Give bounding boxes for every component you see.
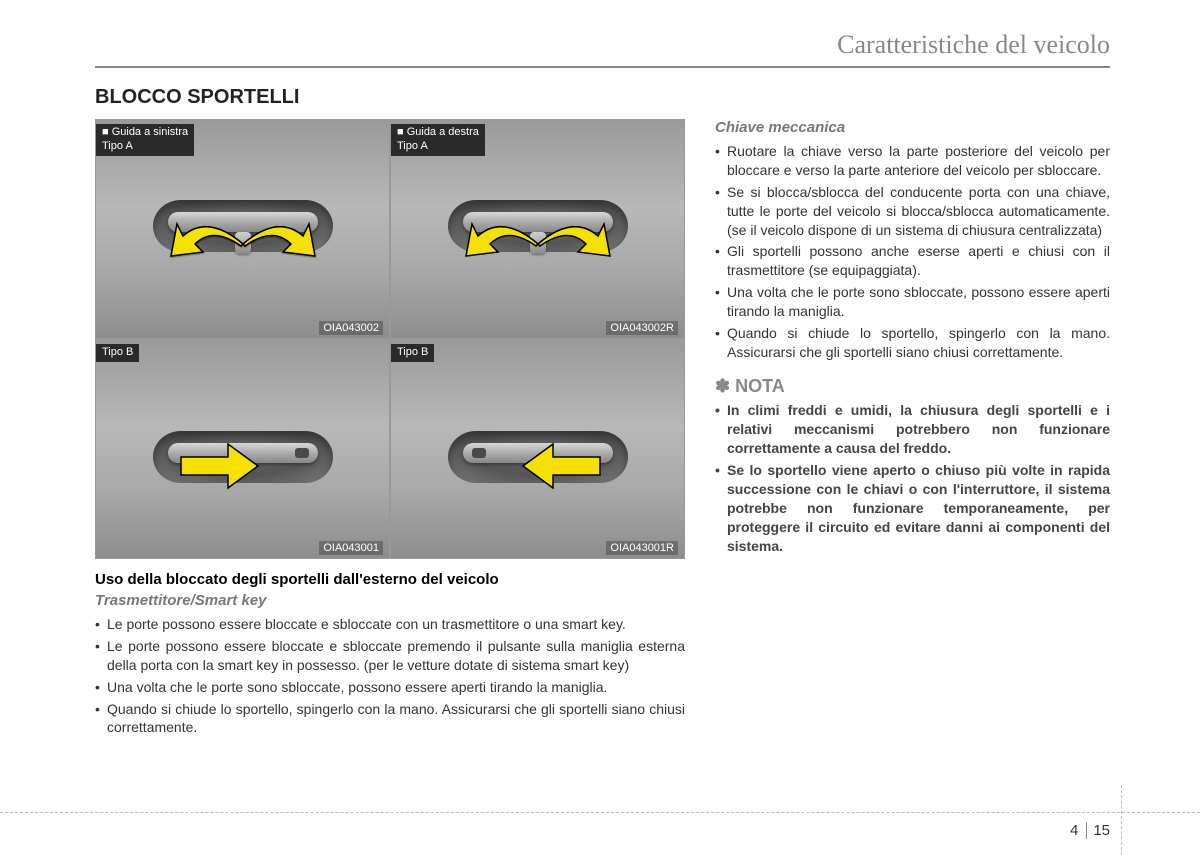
figure-cell-bl: Tipo B OIA043001 — [96, 340, 389, 558]
list-item: Ruotare la chiave verso la parte posteri… — [715, 142, 1110, 180]
figure-code: OIA043001R — [606, 541, 678, 555]
door-handle — [448, 200, 628, 258]
section-title: BLOCCO SPORTELLI — [95, 86, 1110, 109]
right-subtopic: Chiave meccanica — [715, 119, 1110, 136]
right-column: Chiave meccanica Ruotare la chiave verso… — [715, 119, 1110, 740]
left-column: ■ Guida a sinistra Tipo A — [95, 119, 685, 740]
figure-code: OIA043002 — [319, 321, 383, 335]
list-item: In climi freddi e umidi, la chiusura deg… — [715, 401, 1110, 458]
list-item: Le porte possono essere bloccate e sbloc… — [95, 615, 685, 634]
door-handle — [448, 431, 628, 489]
nota-heading: ✽ NOTA — [715, 376, 1110, 397]
figure-label: ■ Guida a destra Tipo A — [391, 124, 485, 156]
list-item: Se lo sportello viene aperto o chiuso pi… — [715, 461, 1110, 555]
list-item: Gli sportelli possono anche eserse apert… — [715, 242, 1110, 280]
left-subhead: Uso della bloccato degli sportelli dall'… — [95, 571, 685, 588]
footer-vertical-dash — [1121, 785, 1122, 855]
header-rule — [95, 66, 1110, 68]
figure-cell-br: Tipo B OIA043001R — [391, 340, 684, 558]
left-subtopic: Trasmettitore/Smart key — [95, 592, 685, 609]
figure-label: ■ Guida a sinistra Tipo A — [96, 124, 194, 156]
list-item: Quando si chiude lo sportello, spingerlo… — [95, 700, 685, 738]
right-bullet-list: Ruotare la chiave verso la parte posteri… — [715, 142, 1110, 362]
list-item: Quando si chiude lo sportello, spingerlo… — [715, 324, 1110, 362]
list-item: Una volta che le porte sono sbloccate, p… — [715, 283, 1110, 321]
content-columns: ■ Guida a sinistra Tipo A — [95, 119, 1110, 740]
figure-label: Tipo B — [391, 344, 434, 362]
figure-code: OIA043001 — [319, 541, 383, 555]
left-bullet-list: Le porte possono essere bloccate e sbloc… — [95, 615, 685, 737]
footer-dash-line — [0, 812, 1200, 813]
page-number: 4 15 — [1070, 822, 1110, 839]
nota-list: In climi freddi e umidi, la chiusura deg… — [715, 401, 1110, 556]
door-handle — [153, 200, 333, 258]
list-item: Le porte possono essere bloccate e sbloc… — [95, 637, 685, 675]
page: Caratteristiche del veicolo BLOCCO SPORT… — [0, 0, 1200, 770]
list-item: Una volta che le porte sono sbloccate, p… — [95, 678, 685, 697]
chapter-title: Caratteristiche del veicolo — [95, 30, 1110, 60]
chapter-number: 4 — [1070, 822, 1087, 839]
figure-code: OIA043002R — [606, 321, 678, 335]
list-item: Se si blocca/sblocca del conducente port… — [715, 183, 1110, 240]
figure-label: Tipo B — [96, 344, 139, 362]
door-handle — [153, 431, 333, 489]
page-in-chapter: 15 — [1093, 822, 1110, 839]
figure-grid: ■ Guida a sinistra Tipo A — [95, 119, 685, 559]
figure-cell-tr: ■ Guida a destra Tipo A OIA043002R — [391, 120, 684, 338]
figure-cell-tl: ■ Guida a sinistra Tipo A — [96, 120, 389, 338]
